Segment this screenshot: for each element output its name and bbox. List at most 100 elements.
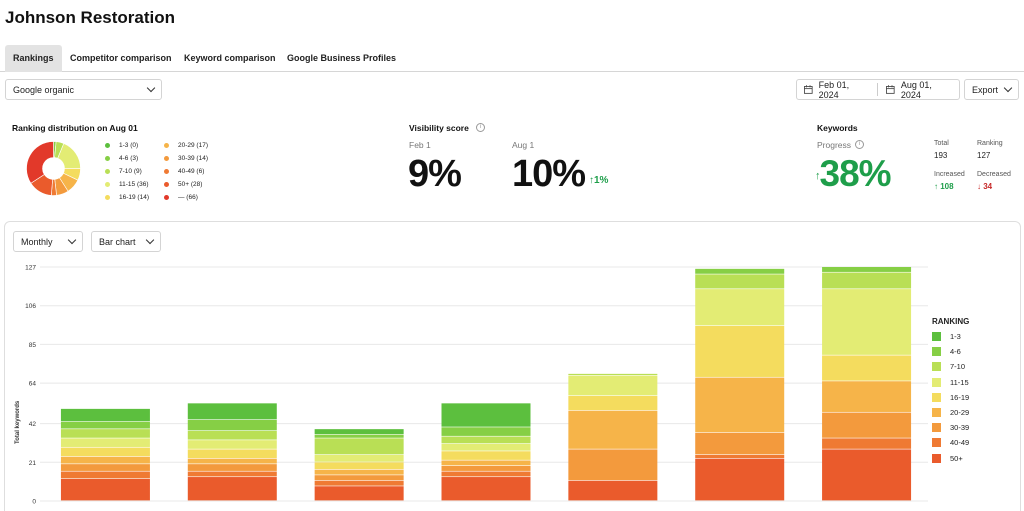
bar-segment-20-29[interactable] <box>60 456 150 464</box>
tab-competitor-comparison[interactable]: Competitor comparison <box>70 53 172 63</box>
tab-google-business-profiles[interactable]: Google Business Profiles <box>287 53 397 63</box>
bar-segment-30-39[interactable] <box>822 412 912 438</box>
bar-segment-20-29[interactable] <box>441 460 531 466</box>
tab-keyword-comparison[interactable]: Keyword comparison <box>184 53 276 63</box>
legend-dot <box>164 156 169 161</box>
ranking-legend-item[interactable]: 40-49 <box>932 438 970 448</box>
bar-segment-20-29[interactable] <box>314 469 404 475</box>
bar-segment-7-10[interactable] <box>187 430 277 440</box>
distribution-legend-item: 1-3 (0) <box>105 142 138 149</box>
bar-segment-50plus[interactable] <box>60 478 150 501</box>
arrow-up-icon: ↑ <box>589 175 594 186</box>
ranking-legend-item[interactable]: 50+ <box>932 453 963 463</box>
bar-segment-16-19[interactable] <box>187 449 277 459</box>
tab-rankings[interactable]: Rankings <box>5 45 62 72</box>
ranking-legend-item[interactable]: 30-39 <box>932 423 969 433</box>
bar-segment-40-49[interactable] <box>60 471 150 479</box>
engine-select[interactable]: Google organic <box>5 79 162 100</box>
export-label: Export <box>972 84 999 95</box>
bar-segment-7-10[interactable] <box>822 272 912 289</box>
legend-swatch <box>932 423 941 433</box>
export-button[interactable]: Export <box>964 79 1019 100</box>
bar-segment-30-39[interactable] <box>695 432 785 455</box>
legend-label: 7-10 (9) <box>119 168 142 175</box>
bar-segment-20-29[interactable] <box>695 377 785 433</box>
bar-segment-20-29[interactable] <box>568 410 658 449</box>
info-icon[interactable]: i <box>855 140 864 149</box>
bar-segment-16-19[interactable] <box>695 325 785 377</box>
bar-segment-16-19[interactable] <box>568 395 658 411</box>
ranking-legend-item[interactable]: 20-29 <box>932 408 969 417</box>
bar-segment-30-39[interactable] <box>314 475 404 481</box>
bar-segment-4-6[interactable] <box>822 267 912 272</box>
bar-segment-11-15[interactable] <box>314 454 404 462</box>
legend-label: 40-49 (6) <box>178 168 205 175</box>
ranking-legend-item[interactable]: 1-3 <box>932 332 961 341</box>
bar-segment-40-49[interactable] <box>822 438 912 449</box>
bar-segment-40-49[interactable] <box>441 471 531 477</box>
bar-segment-11-15[interactable] <box>60 438 150 447</box>
ranking-legend-item[interactable]: 11-15 <box>932 377 969 387</box>
bar-segment-11-15[interactable] <box>822 289 912 355</box>
ranking-legend-item[interactable]: 16-19 <box>932 392 970 402</box>
bar-segment-16-19[interactable] <box>60 447 150 457</box>
bar-segment-7-10[interactable] <box>695 274 785 289</box>
bar-segment-11-15[interactable] <box>441 443 531 451</box>
bar-segment-7-10[interactable] <box>441 436 531 444</box>
date-to: Aug 01, 2024 <box>900 79 932 100</box>
legend-label: 50+ <box>950 453 963 463</box>
bar-segment-1-3[interactable] <box>187 403 277 420</box>
bar-segment-4-6[interactable] <box>60 421 150 429</box>
legend-swatch <box>932 408 941 417</box>
bar-segment-1-3[interactable] <box>60 408 150 422</box>
bar-segment-16-19[interactable] <box>441 451 531 460</box>
legend-label: 40-49 <box>950 438 970 448</box>
bar-segment-40-49[interactable] <box>314 480 404 486</box>
bar-segment-11-15[interactable] <box>187 440 277 449</box>
bar-segment-50plus[interactable] <box>568 480 658 501</box>
legend-swatch <box>932 377 941 387</box>
legend-label: 1-3 (0) <box>119 142 139 149</box>
bar-segment-1-3[interactable] <box>441 403 531 427</box>
bar-segment-7-10[interactable] <box>60 429 150 438</box>
page-title: Johnson Restoration <box>5 8 176 27</box>
bar-segment-30-39[interactable] <box>568 449 658 481</box>
date-range-picker[interactable]: Feb 01, 2024 Aug 01, 2024 <box>796 79 960 100</box>
legend-label: 4-6 (3) <box>119 155 139 162</box>
y-axis-label: Total keywords <box>15 400 21 444</box>
bar-segment-50plus[interactable] <box>822 449 912 501</box>
legend-swatch <box>932 362 941 372</box>
ranking-value: 127 <box>977 151 991 160</box>
date-separator <box>877 83 879 96</box>
bar-segment-7-10[interactable] <box>568 373 658 376</box>
legend-label: 16-19 <box>950 392 970 402</box>
bar-segment-40-49[interactable] <box>695 454 785 459</box>
bar-segment-16-19[interactable] <box>314 462 404 470</box>
bar-segment-11-15[interactable] <box>695 289 785 326</box>
bar-segment-20-29[interactable] <box>822 381 912 412</box>
bar-segment-4-6[interactable] <box>441 427 531 436</box>
bar-segment-7-10[interactable] <box>314 438 404 455</box>
bar-segment-4-6[interactable] <box>187 419 277 431</box>
bar-segment-30-39[interactable] <box>60 464 150 471</box>
legend-dot <box>105 143 110 148</box>
bar-segment-4-6[interactable] <box>314 434 404 438</box>
period-select[interactable]: Monthly <box>13 231 83 252</box>
bar-segment-1-3[interactable] <box>314 429 404 435</box>
bar-segment-30-39[interactable] <box>187 464 277 471</box>
bar-segment-20-29[interactable] <box>187 458 277 464</box>
chart-type-select[interactable]: Bar chart <box>91 231 161 252</box>
bar-segment-30-39[interactable] <box>441 465 531 471</box>
ranking-legend-item[interactable]: 7-10 <box>932 362 965 372</box>
bar-segment-50plus[interactable] <box>187 477 277 501</box>
bar-segment-50plus[interactable] <box>314 486 404 501</box>
distribution-legend-item: 16-19 (14) <box>105 194 149 201</box>
bar-segment-4-6[interactable] <box>695 268 785 274</box>
info-icon[interactable]: i <box>476 123 485 132</box>
bar-segment-11-15[interactable] <box>568 375 658 396</box>
bar-segment-16-19[interactable] <box>822 355 912 381</box>
bar-segment-50plus[interactable] <box>441 477 531 501</box>
ranking-legend-item[interactable]: 4-6 <box>932 347 961 357</box>
bar-segment-50plus[interactable] <box>695 458 785 501</box>
bar-segment-40-49[interactable] <box>187 471 277 477</box>
